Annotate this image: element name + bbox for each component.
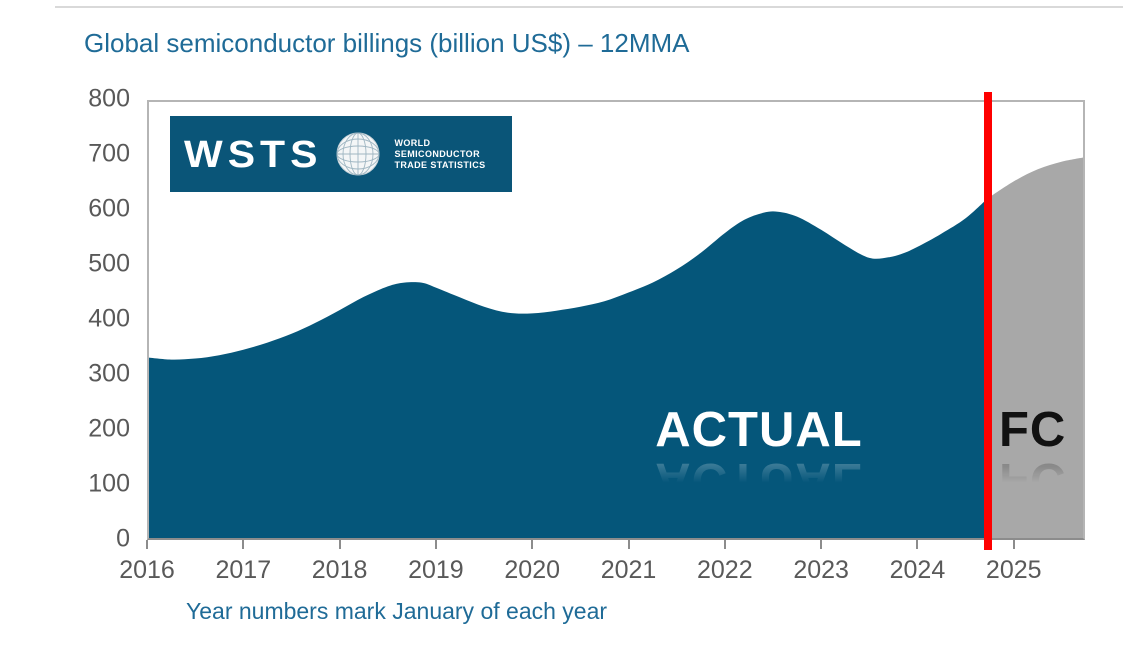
y-axis-tick-label: 500 <box>88 249 130 278</box>
y-axis-tick-label: 300 <box>88 359 130 388</box>
top-divider-rule <box>55 6 1123 8</box>
x-axis-tick-label: 2017 <box>215 556 272 584</box>
x-axis-tick-label: 2018 <box>311 556 368 584</box>
wsts-logo: WSTS WORLD SEMICONDUCTOR TRADE STATISTIC… <box>170 116 512 192</box>
x-axis-tick-mark <box>916 540 919 549</box>
x-axis-tick-label: 2023 <box>793 556 849 584</box>
logo-org-line1: WORLD <box>394 137 431 148</box>
y-axis-tick-label: 700 <box>88 139 130 168</box>
y-axis-tick-label: 100 <box>88 469 130 498</box>
x-axis-tick-mark <box>820 540 823 549</box>
x-axis-tick-label: 2022 <box>697 556 753 584</box>
logo-org-line3: TRADE STATISTICS <box>394 159 486 170</box>
fc-area-series <box>987 157 1085 540</box>
y-axis-tick-label: 200 <box>88 414 130 443</box>
x-axis-tick-label: 2021 <box>600 556 657 584</box>
x-axis-tick-mark <box>531 540 534 549</box>
x-axis-tick-mark <box>434 540 437 549</box>
x-axis-tick-mark <box>723 540 726 549</box>
actual-area-series <box>147 198 988 540</box>
actual-label-reflection: ACTUAL <box>655 453 863 507</box>
y-axis-tick-label: 600 <box>88 194 130 223</box>
wsts-wordmark: WSTS <box>184 132 323 175</box>
x-axis-tick-mark <box>146 540 148 549</box>
x-axis-tick-label: 2025 <box>985 556 1042 584</box>
x-axis-tick-label: 2016 <box>119 556 175 584</box>
chart-title: Global semiconductor billings (billion U… <box>84 28 690 58</box>
x-axis-tick-mark <box>338 540 341 549</box>
axis-note-caption: Year numbers mark January of each year <box>186 598 608 624</box>
y-axis-tick-label: 0 <box>116 524 130 553</box>
x-axis-tick-mark <box>242 540 245 549</box>
actual-label: ACTUAL <box>655 403 863 457</box>
x-axis-tick-label: 2020 <box>504 556 561 584</box>
x-axis-tick-mark <box>1012 540 1015 549</box>
chart-plot-area <box>147 157 1085 540</box>
fc-label: FC <box>999 403 1067 457</box>
fc-label-reflection: FC <box>999 453 1067 507</box>
logo-org-name: WORLD SEMICONDUCTOR TRADE STATISTICS <box>394 138 485 171</box>
plot-border <box>147 100 1085 540</box>
logo-org-line2: SEMICONDUCTOR <box>394 148 480 159</box>
x-axis-tick-label: 2019 <box>408 556 464 584</box>
forecast-divider-line <box>983 92 992 550</box>
y-axis-tick-label: 800 <box>88 84 130 113</box>
x-axis-tick-label: 2024 <box>889 556 946 584</box>
y-axis-tick-label: 400 <box>88 304 130 333</box>
x-axis-tick-mark <box>627 540 630 549</box>
globe-icon <box>336 132 380 176</box>
